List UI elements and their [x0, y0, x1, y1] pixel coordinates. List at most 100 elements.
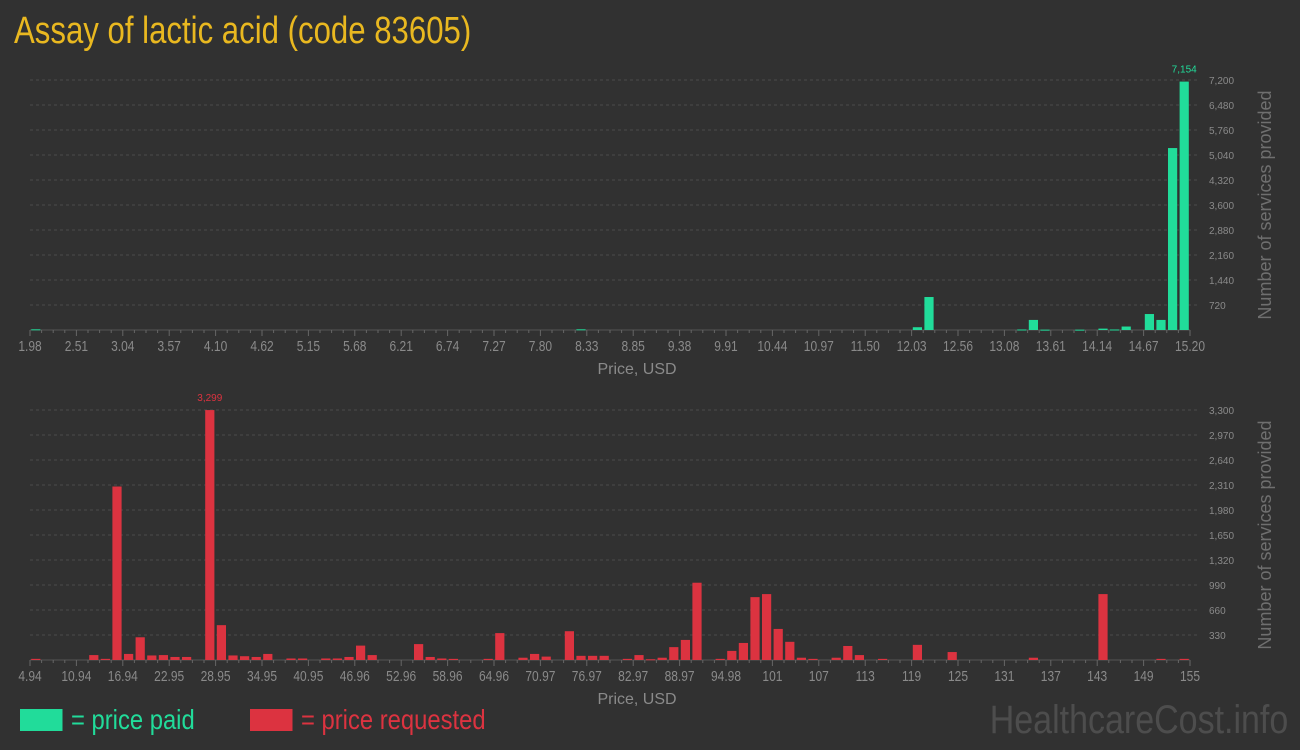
- bar: [216, 625, 226, 660]
- bar: [228, 655, 238, 660]
- bar: [356, 645, 366, 660]
- bar: [692, 582, 702, 660]
- bar: [1144, 314, 1154, 330]
- bar: [1121, 326, 1131, 330]
- bar: [321, 658, 331, 660]
- x-tick-label: 82.97: [618, 668, 648, 685]
- max-value-label: 7,154: [1172, 65, 1197, 76]
- y-tick-label: 3,600: [1209, 201, 1234, 212]
- x-tick-label: 8.33: [575, 338, 598, 355]
- bar: [680, 639, 690, 660]
- bar: [530, 653, 540, 660]
- x-tick-label: 40.95: [293, 668, 323, 685]
- bar: [158, 655, 168, 660]
- x-tick-label: 4.94: [18, 668, 42, 685]
- x-tick-label: 9.91: [714, 338, 737, 355]
- bar: [854, 655, 864, 660]
- bar: [1156, 319, 1166, 330]
- x-tick-label: 2.51: [65, 338, 88, 355]
- y-tick-label: 5,040: [1209, 151, 1234, 162]
- bar: [89, 655, 99, 660]
- x-tick-label: 14.14: [1082, 338, 1112, 355]
- y-tick-label: 2,880: [1209, 226, 1234, 237]
- bar: [669, 647, 679, 660]
- x-tick-label: 11.50: [851, 338, 881, 355]
- y-tick-label: 1,320: [1209, 556, 1234, 567]
- bar: [750, 597, 760, 660]
- x-tick-label: 155: [1180, 668, 1200, 685]
- bar: [576, 655, 586, 660]
- x-tick-label: 5.68: [343, 338, 366, 355]
- x-tick-label: 4.62: [250, 338, 273, 355]
- x-tick-label: 113: [856, 668, 875, 685]
- bar: [112, 486, 122, 660]
- bar: [1179, 81, 1189, 330]
- bar: [286, 658, 296, 660]
- bar: [240, 656, 250, 660]
- x-tick-label: 137: [1041, 668, 1061, 685]
- bar: [448, 658, 458, 660]
- x-tick-label: 5.15: [297, 338, 320, 355]
- bar: [541, 656, 551, 660]
- chart-requested: 330 660 990 1,320 1,650 1,980 2,310 2,640 2,970 3…: [18, 393, 1275, 708]
- bar: [31, 658, 41, 660]
- y-tick-label: 990: [1209, 581, 1226, 592]
- y-tick-label: 5,760: [1209, 126, 1234, 137]
- x-tick-label: 9.38: [668, 338, 691, 355]
- y-tick-label: 2,970: [1209, 431, 1234, 442]
- bar: [634, 655, 644, 660]
- bar: [437, 658, 447, 660]
- bar: [1156, 658, 1166, 660]
- y-tick-label: 660: [1209, 606, 1226, 617]
- x-tick-label: 13.08: [989, 338, 1019, 355]
- bar: [100, 658, 110, 660]
- page-title: Assay of lactic acid (code 83605): [14, 10, 472, 52]
- x-tick-label: 125: [948, 668, 968, 685]
- x-tick-label: 10.97: [804, 338, 834, 355]
- x-tick-label: 8.85: [622, 338, 645, 355]
- x-tick-label: 10.44: [757, 338, 787, 355]
- bar: [727, 650, 737, 660]
- bar: [808, 658, 818, 660]
- bar: [738, 642, 748, 660]
- y-tick-label: 1,980: [1209, 506, 1234, 517]
- bar: [170, 656, 180, 660]
- y-tick-label: 330: [1209, 631, 1226, 642]
- bar: [657, 657, 667, 660]
- x-tick-label: 3.04: [111, 338, 135, 355]
- bar: [147, 655, 157, 660]
- bar: [332, 658, 342, 660]
- watermark-logo: HealthcareCost.info: [989, 698, 1288, 742]
- bar: [344, 656, 354, 660]
- bar: [912, 327, 922, 330]
- bar: [495, 633, 505, 660]
- bar: [1168, 148, 1178, 330]
- bar: [182, 656, 192, 660]
- y-tick-label: 2,160: [1209, 251, 1234, 262]
- bar: [912, 644, 922, 660]
- x-tick-label: 10.94: [61, 668, 91, 685]
- y-tick-label: 1,650: [1209, 531, 1234, 542]
- bar: [622, 658, 632, 660]
- x-tick-label: 46.96: [340, 668, 370, 685]
- x-tick-label: 16.94: [108, 668, 138, 685]
- x-tick-label: 6.21: [390, 338, 413, 355]
- x-tick-label: 149: [1134, 668, 1154, 685]
- bar: [1017, 329, 1027, 331]
- bar: [251, 656, 261, 660]
- bar: [1028, 657, 1038, 660]
- bar: [298, 658, 308, 660]
- legend-swatch-paid: [20, 709, 63, 731]
- x-tick-label: 22.95: [154, 668, 184, 685]
- y-tick-label: 3,300: [1209, 406, 1234, 417]
- legend-swatch-requested: [250, 709, 293, 731]
- bar: [1179, 658, 1189, 660]
- bar: [205, 410, 215, 660]
- bar: [773, 628, 783, 660]
- x-axis-title: Price, USD: [597, 691, 676, 708]
- legend-requested: = price requested: [250, 704, 486, 736]
- bar: [425, 656, 435, 660]
- x-tick-label: 7.80: [529, 338, 553, 355]
- bar: [518, 657, 528, 660]
